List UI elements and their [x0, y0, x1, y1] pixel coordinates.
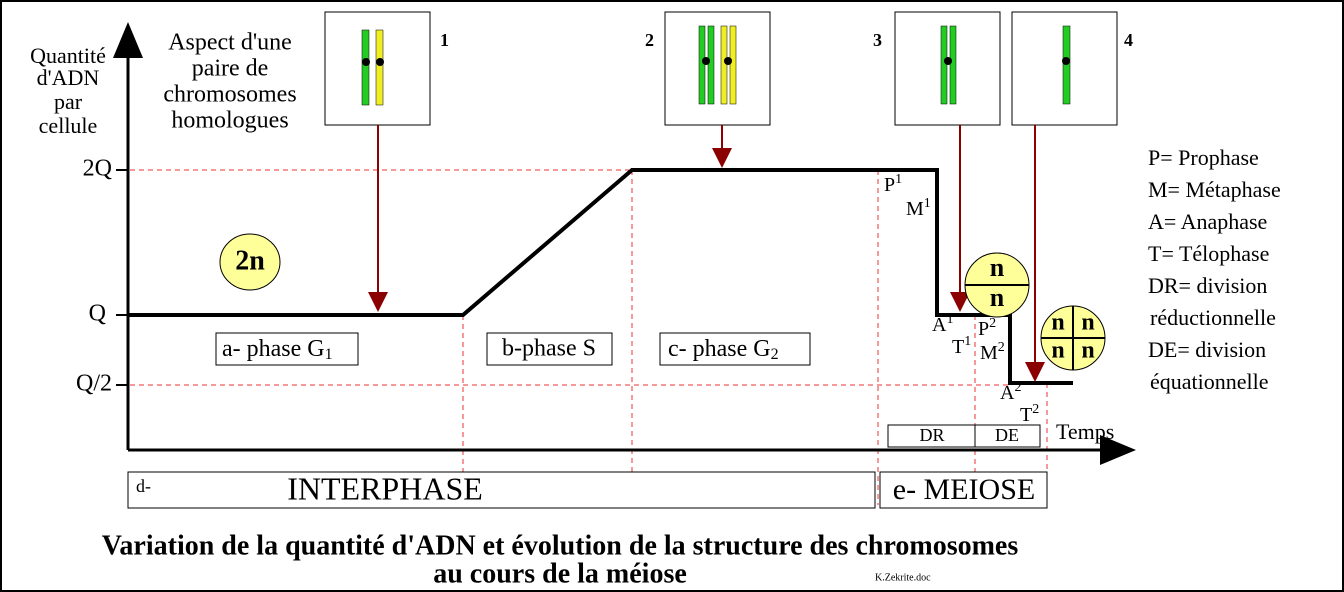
cell-label: n	[1051, 338, 1064, 364]
legend: T= Télophase	[1148, 241, 1269, 266]
y-label: d'ADN	[37, 65, 100, 90]
legend: réductionnelle	[1150, 305, 1276, 330]
legend: M= Métaphase	[1148, 177, 1281, 202]
division: DR	[919, 425, 944, 445]
caption: homologues	[171, 108, 288, 134]
phase-label: b-phase S	[502, 336, 596, 362]
cell-label: n	[990, 283, 1005, 312]
panel-number: 1	[440, 30, 449, 50]
phase-label: c- phase G2	[668, 336, 779, 363]
panel-number: 3	[873, 30, 882, 50]
legend: DR= division	[1148, 273, 1267, 298]
chromosome-panels	[325, 12, 1117, 378]
y-label: cellule	[39, 113, 98, 138]
credit: K.Zekrite.doc	[875, 572, 931, 583]
stage-label: A1	[932, 312, 953, 335]
caption: chromosomes	[163, 82, 296, 108]
x-label: Temps	[1056, 419, 1114, 444]
legend: équationnelle	[1150, 369, 1269, 394]
y-level: 2Q	[83, 156, 112, 182]
panel-number: 4	[1124, 30, 1133, 50]
title: Variation de la quantité d'ADN et évolut…	[102, 530, 1019, 561]
panel-number: 2	[645, 30, 654, 50]
stage-label: M2	[980, 340, 1005, 363]
legend: P= Prophase	[1148, 145, 1259, 170]
stage-label: P1	[884, 172, 902, 195]
cell-label: n	[990, 253, 1005, 282]
caption: paire de	[192, 56, 269, 82]
cell-label: 2n	[235, 245, 265, 276]
period-prefix: d-	[136, 476, 151, 496]
stage-label: T2	[1020, 402, 1039, 425]
title: au cours de la méiose	[433, 558, 687, 589]
period: INTERPHASE	[287, 470, 483, 506]
stage-label: M1	[906, 196, 931, 219]
cell-label: n	[1051, 310, 1064, 336]
cell-label: n	[1081, 338, 1094, 364]
division: DE	[995, 425, 1019, 445]
phase-label: a- phase G1	[222, 336, 333, 363]
stage-label: A2	[1000, 380, 1021, 403]
legend: A= Anaphase	[1148, 209, 1267, 234]
stage-label: P2	[978, 316, 996, 339]
y-label: par	[54, 89, 83, 114]
caption: Aspect d'une	[168, 30, 292, 56]
cell-label: n	[1081, 310, 1094, 336]
legend: DE= division	[1148, 337, 1266, 362]
stage-label: T1	[952, 334, 971, 357]
period: e- MEIOSE	[893, 473, 1035, 506]
diagram: Quantité d'ADN par cellule 2Q Q Q/2 Temp…	[0, 0, 1344, 592]
y-level: Q	[89, 301, 106, 327]
y-level: Q/2	[76, 371, 112, 397]
